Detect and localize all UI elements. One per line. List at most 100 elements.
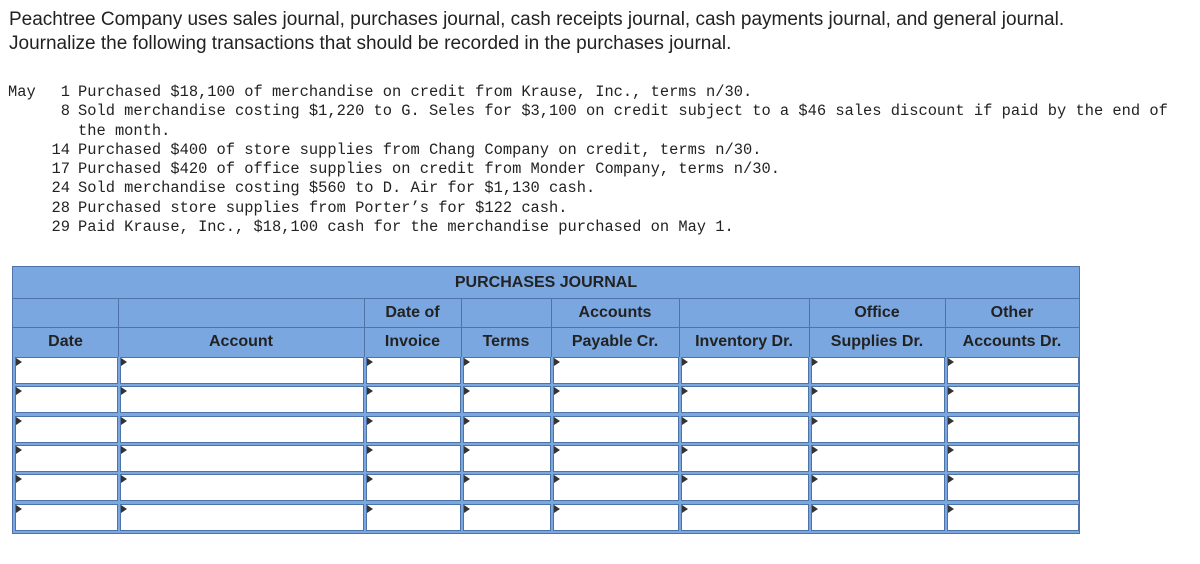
month: May bbox=[8, 83, 36, 101]
input-cell[interactable] bbox=[120, 415, 364, 443]
input-cell[interactable] bbox=[366, 357, 461, 384]
transaction-day: 1 bbox=[60, 83, 70, 101]
transaction: 1 Purchased $18,100 of merchandise on cre… bbox=[8, 83, 1188, 102]
header-divider bbox=[13, 327, 118, 328]
transaction-text: Purchased store supplies from Porter’s f… bbox=[78, 198, 568, 217]
input-cell[interactable] bbox=[463, 415, 551, 443]
input-cell[interactable] bbox=[947, 386, 1079, 414]
input-cell[interactable] bbox=[463, 386, 551, 414]
input-cell[interactable] bbox=[366, 503, 461, 531]
column-header: Other Accounts Dr. bbox=[945, 298, 1079, 357]
input-cell[interactable] bbox=[947, 415, 1079, 443]
input-cell[interactable] bbox=[366, 474, 461, 502]
transaction: 29 Paid Krause, Inc., $18,100 cash for th… bbox=[8, 218, 1188, 237]
input-cell[interactable] bbox=[553, 474, 679, 502]
input-cell[interactable] bbox=[811, 415, 945, 443]
purchases-journal: PURCHASES JOURNAL Date Account Date of Invo… bbox=[12, 266, 1080, 534]
header-divider bbox=[551, 327, 679, 328]
input-cell[interactable] bbox=[553, 444, 679, 472]
column-header: Terms bbox=[461, 298, 552, 357]
column-header: Office Supplies Dr. bbox=[809, 298, 946, 357]
header-divider bbox=[809, 327, 945, 328]
header-bottom: Payable Cr. bbox=[571, 333, 659, 350]
instruction-line: Peachtree Company uses sales journal, pu… bbox=[9, 9, 1065, 30]
header-bottom: Terms bbox=[482, 333, 530, 350]
input-cell[interactable] bbox=[681, 474, 809, 502]
transaction-day: 24 bbox=[51, 179, 70, 198]
column-header: Inventory Dr. bbox=[679, 298, 810, 357]
input-cell[interactable] bbox=[553, 386, 679, 414]
header-divider bbox=[945, 327, 1079, 328]
column-header: Date bbox=[13, 298, 119, 357]
header-bottom: Invoice bbox=[384, 333, 441, 350]
header-divider bbox=[679, 327, 809, 328]
transaction-day: 14 bbox=[51, 140, 70, 159]
transaction: 17 Purchased $420 of office supplies on c… bbox=[8, 160, 1188, 179]
transaction-text: Sold merchandise costing $560 to D. Air … bbox=[78, 179, 596, 198]
transaction-text: Paid Krause, Inc., $18,100 cash for the … bbox=[78, 218, 734, 237]
input-cell[interactable] bbox=[366, 444, 461, 472]
input-cell[interactable] bbox=[553, 503, 679, 531]
transactions: May 1 Purchased $18,100 of merchandise on… bbox=[8, 83, 1188, 237]
input-cell[interactable] bbox=[15, 503, 118, 531]
input-cell[interactable] bbox=[120, 444, 364, 472]
input-cell[interactable] bbox=[811, 386, 945, 414]
input-cell[interactable] bbox=[681, 503, 809, 531]
input-cell[interactable] bbox=[15, 386, 118, 414]
header-bottom: Inventory Dr. bbox=[695, 333, 793, 350]
header-top: Office bbox=[854, 304, 900, 321]
header-top: Accounts bbox=[578, 304, 652, 321]
header-bottom: Supplies Dr. bbox=[830, 333, 924, 350]
column-header: Account bbox=[118, 298, 365, 357]
input-cell[interactable] bbox=[681, 357, 809, 384]
input-cell[interactable] bbox=[681, 386, 809, 414]
transaction-day: 29 bbox=[51, 218, 70, 237]
input-cell[interactable] bbox=[120, 474, 364, 502]
input-cell[interactable] bbox=[120, 386, 364, 414]
input-cell[interactable] bbox=[120, 503, 364, 531]
input-cell[interactable] bbox=[15, 474, 118, 502]
input-cell[interactable] bbox=[15, 357, 118, 384]
input-cell[interactable] bbox=[15, 444, 118, 472]
transaction-text: Sold merchandise costing $1,220 to G. Se… bbox=[78, 102, 1168, 140]
transaction-text: Purchased $18,100 of merchandise on cred… bbox=[78, 83, 753, 101]
input-cell[interactable] bbox=[120, 357, 364, 384]
input-cell[interactable] bbox=[553, 415, 679, 443]
transaction-text: Purchased $400 of store supplies from Ch… bbox=[78, 140, 762, 159]
input-cell[interactable] bbox=[463, 444, 551, 472]
transaction: 14 Purchased $400 of store supplies from … bbox=[8, 141, 1188, 160]
header-divider bbox=[461, 327, 551, 328]
instruction-line: Journalize the following transactions th… bbox=[9, 33, 732, 54]
input-cell[interactable] bbox=[15, 415, 118, 443]
header-bottom: Account bbox=[209, 333, 273, 350]
input-cell[interactable] bbox=[947, 444, 1079, 472]
header-top: Other bbox=[990, 304, 1034, 321]
input-cell[interactable] bbox=[681, 415, 809, 443]
column-header: Accounts Payable Cr. bbox=[551, 298, 680, 357]
column-header: Date of Invoice bbox=[364, 298, 462, 357]
input-cell[interactable] bbox=[463, 357, 551, 384]
header-top: Date of bbox=[385, 304, 440, 321]
input-cell[interactable] bbox=[553, 357, 679, 384]
input-cell[interactable] bbox=[366, 415, 461, 443]
transaction-day: 17 bbox=[51, 160, 70, 179]
input-cell[interactable] bbox=[947, 474, 1079, 502]
input-cell[interactable] bbox=[811, 503, 945, 531]
instructions: Peachtree Company uses sales journal, pu… bbox=[9, 8, 1189, 56]
journal-title: PURCHASES JOURNAL bbox=[13, 267, 1079, 299]
input-cell[interactable] bbox=[811, 444, 945, 472]
input-cell[interactable] bbox=[366, 386, 461, 414]
input-cell[interactable] bbox=[463, 503, 551, 531]
input-cell[interactable] bbox=[947, 357, 1079, 384]
input-cell[interactable] bbox=[811, 474, 945, 502]
input-cell[interactable] bbox=[811, 357, 945, 384]
header-bottom: Date bbox=[48, 333, 83, 350]
transaction: 24 Sold merchandise costing $560 to D. Ai… bbox=[8, 179, 1188, 198]
input-cell[interactable] bbox=[681, 444, 809, 472]
header-bottom: Accounts Dr. bbox=[962, 333, 1062, 350]
input-cell[interactable] bbox=[463, 474, 551, 502]
transaction: 8 Sold merchandise costing $1,220 to G. S… bbox=[8, 102, 1188, 141]
header-divider bbox=[364, 327, 461, 328]
input-cell[interactable] bbox=[947, 503, 1079, 531]
